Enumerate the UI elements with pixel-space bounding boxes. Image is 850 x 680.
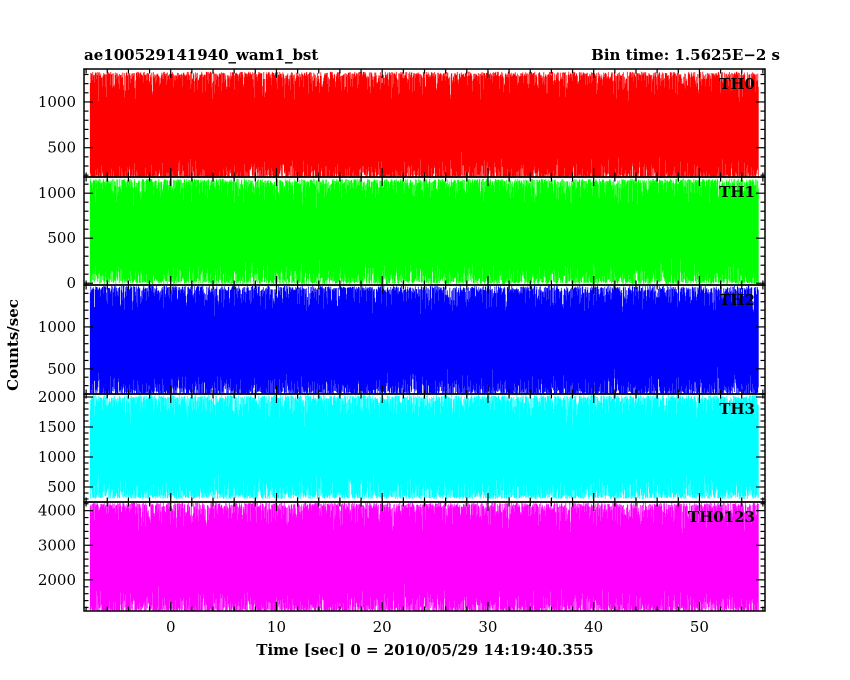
panel-th2: 500 1000 TH2 bbox=[38, 284, 766, 395]
y-tick-label: 1000 bbox=[38, 184, 76, 202]
panel-th0: 500 1000 TH0 bbox=[38, 68, 766, 178]
y-tick-label: 1500 bbox=[38, 418, 76, 436]
x-tick-label: 30 bbox=[478, 618, 497, 636]
y-tick-label: 0 bbox=[66, 274, 76, 292]
series-th0 bbox=[89, 71, 759, 177]
panel-label: TH1 bbox=[719, 183, 755, 201]
x-tick-label: 40 bbox=[584, 618, 603, 636]
x-axis: 0 10 20 30 40 50 bbox=[166, 618, 709, 636]
panel-th3: 500 1000 1500 2000 TH3 bbox=[38, 388, 766, 503]
panel-label: TH0123 bbox=[688, 508, 755, 526]
y-tick-label: 3000 bbox=[38, 536, 76, 554]
panel-label: TH2 bbox=[719, 291, 755, 309]
x-tick-label: 0 bbox=[166, 618, 176, 636]
panel-th1: 0 500 1000 TH1 bbox=[38, 176, 766, 292]
series-th3 bbox=[89, 395, 759, 499]
panel-label: TH0 bbox=[719, 75, 755, 93]
series-th0123 bbox=[89, 502, 759, 611]
y-tick-label: 500 bbox=[47, 139, 76, 157]
series-th1 bbox=[89, 178, 759, 285]
panel-th0123: 2000 3000 4000 TH0123 bbox=[38, 501, 766, 612]
y-tick-label: 500 bbox=[47, 360, 76, 378]
y-tick-label: 1000 bbox=[38, 318, 76, 336]
y-tick-label: 500 bbox=[47, 478, 76, 496]
y-axis-label: Counts/sec bbox=[4, 299, 22, 391]
x-tick-label: 20 bbox=[373, 618, 392, 636]
panel-label: TH3 bbox=[719, 400, 755, 418]
y-tick-label: 1000 bbox=[38, 448, 76, 466]
x-tick-label: 50 bbox=[690, 618, 709, 636]
series-th2 bbox=[89, 285, 759, 394]
y-tick-label: 1000 bbox=[38, 93, 76, 111]
chart-title-right: Bin time: 1.5625E−2 s bbox=[591, 46, 780, 64]
y-tick-label: 500 bbox=[47, 229, 76, 247]
panels-layer: 500 1000 TH0 0 500 1000 TH1 500 1000 TH2 500 1000 15… bbox=[38, 68, 766, 612]
x-tick-label: 10 bbox=[267, 618, 286, 636]
y-tick-label: 2000 bbox=[38, 571, 76, 589]
y-tick-label: 2000 bbox=[38, 388, 76, 406]
chart-title-left: ae100529141940_wam1_bst bbox=[84, 46, 318, 64]
x-axis-label: Time [sec] 0 = 2010/05/29 14:19:40.355 bbox=[256, 641, 593, 659]
y-tick-label: 4000 bbox=[38, 502, 76, 520]
